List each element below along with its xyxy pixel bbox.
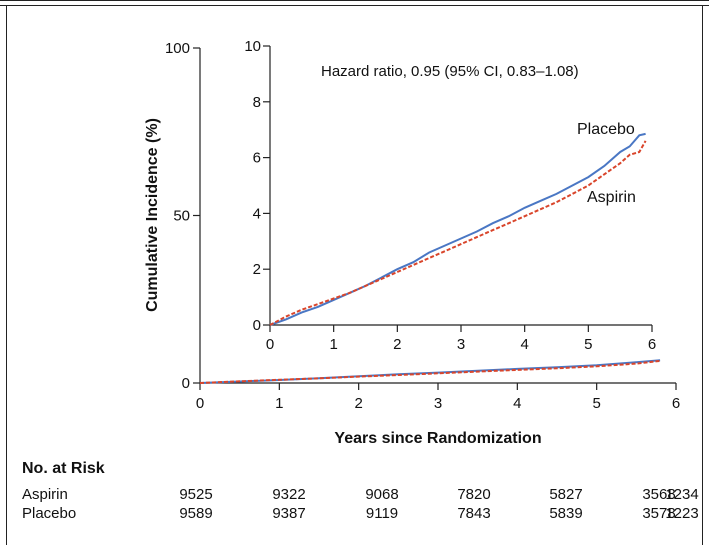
main-x-tick-label: 6 [672,395,680,412]
top-rule [0,0,709,6]
risk-row-label: Placebo [22,505,77,522]
x-axis-title: Years since Randomization [334,430,541,447]
inset-x-tick-label: 3 [457,336,465,353]
series-label-placebo: Placebo [577,121,635,138]
inset-x-tick-label: 5 [584,336,592,353]
inset-x-tick-label: 2 [393,336,401,353]
risk-table-title: No. at Risk [22,460,105,477]
risk-value: 5839 [549,505,583,522]
risk-value: 9322 [272,486,306,503]
inset-y-tick-label: 4 [253,205,261,222]
inset-y-tick-label: 8 [253,94,261,111]
risk-value: 3578 [642,505,676,522]
risk-value: 3568 [642,486,676,503]
main-y-tick-label: 0 [182,375,190,392]
main-x-tick-label: 4 [513,395,521,412]
inset-y-tick-label: 2 [253,261,261,278]
inset-y-tick-label: 6 [253,150,261,167]
risk-value: 9119 [365,505,399,522]
risk-value: 9525 [179,486,213,503]
risk-value: 9068 [365,486,399,503]
inset-x-tick-label: 4 [520,336,528,353]
risk-value: 1223 [665,505,699,522]
main-x-tick-label: 3 [434,395,442,412]
risk-value: 9387 [272,505,306,522]
main-x-tick-label: 5 [592,395,600,412]
inset-y-tick-label: 0 [253,317,261,334]
main-x-tick-label: 1 [275,395,283,412]
inset-x-tick-label: 6 [648,336,656,353]
main-y-tick-label: 100 [165,40,190,57]
y-axis-title: Cumulative Incidence (%) [144,118,161,312]
hazard-ratio-annotation: Hazard ratio, 0.95 (95% CI, 0.83–1.08) [321,63,579,80]
risk-value: 5827 [549,486,583,503]
inset-x-tick-label: 1 [329,336,337,353]
left-border [6,6,7,545]
right-border [702,6,703,545]
risk-value: 1234 [665,486,699,503]
main-y-tick-label: 50 [173,208,190,225]
risk-value: 7820 [457,486,491,503]
inset-series-aspirin [269,140,647,326]
main-series-aspirin [199,359,661,384]
inset-series-placebo [269,132,646,326]
risk-row-aspirin: Aspirin 9525 9322 9068 7820 5827 3568 1234 [22,486,702,504]
inset-x-tick-label: 0 [266,336,274,353]
inset-y-tick-label: 10 [244,38,261,55]
series-label-aspirin: Aspirin [587,189,636,206]
risk-value: 9589 [179,505,213,522]
risk-row-placebo: Placebo 9589 9387 9119 7843 5839 3578 1223 [22,505,702,523]
main-x-tick-label: 0 [196,395,204,412]
main-x-tick-label: 2 [354,395,362,412]
risk-value: 7843 [457,505,491,522]
risk-row-label: Aspirin [22,486,68,503]
